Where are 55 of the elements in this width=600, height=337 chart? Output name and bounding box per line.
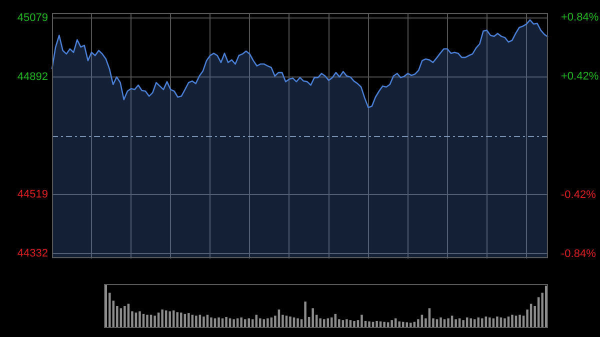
bar bbox=[346, 319, 348, 328]
bar bbox=[398, 321, 400, 328]
bar bbox=[154, 316, 156, 328]
y-tick-label: 45079 bbox=[17, 12, 48, 24]
bar bbox=[410, 322, 412, 328]
bar bbox=[390, 320, 393, 328]
bar bbox=[180, 312, 182, 328]
bar bbox=[188, 313, 190, 328]
bar bbox=[312, 308, 314, 328]
bar bbox=[417, 319, 420, 328]
bar bbox=[210, 317, 212, 328]
bar bbox=[504, 318, 506, 328]
bar bbox=[376, 320, 378, 328]
bar bbox=[518, 314, 521, 328]
bar bbox=[248, 318, 250, 328]
bar bbox=[138, 311, 141, 328]
bar bbox=[252, 319, 254, 328]
bar bbox=[511, 314, 514, 328]
bar bbox=[462, 320, 464, 328]
y-tick-label: 44332 bbox=[17, 247, 48, 260]
bar bbox=[259, 318, 262, 328]
bar bbox=[481, 318, 484, 328]
bar bbox=[488, 317, 491, 328]
bar bbox=[289, 316, 292, 328]
bar bbox=[368, 321, 370, 328]
bar bbox=[319, 318, 322, 328]
bar bbox=[195, 316, 198, 328]
bar bbox=[496, 316, 498, 328]
y-tick-label: 44892 bbox=[17, 70, 48, 83]
bar bbox=[232, 319, 235, 328]
bar bbox=[240, 317, 242, 328]
bar bbox=[146, 314, 148, 328]
bar bbox=[454, 319, 457, 328]
bar bbox=[161, 310, 164, 328]
y2-tick-label: -0.84% bbox=[561, 248, 596, 260]
y2-tick-label: +0.42% bbox=[561, 70, 599, 83]
bar bbox=[218, 317, 220, 328]
bar bbox=[266, 318, 269, 328]
bar bbox=[176, 312, 178, 328]
bar bbox=[202, 316, 205, 328]
y2-tick-label: -0.42% bbox=[561, 188, 596, 201]
y-tick-label: 44519 bbox=[17, 188, 48, 200]
bar bbox=[330, 317, 333, 328]
bar bbox=[474, 319, 476, 328]
bar bbox=[124, 306, 126, 328]
bar bbox=[225, 317, 228, 328]
bar bbox=[470, 318, 472, 328]
bar bbox=[353, 320, 356, 328]
bar bbox=[447, 318, 450, 328]
bar bbox=[168, 311, 171, 328]
bar bbox=[304, 302, 306, 328]
bar bbox=[440, 317, 442, 328]
bar bbox=[360, 314, 363, 328]
bar bbox=[296, 318, 299, 328]
y2-tick-label: +0.84% bbox=[561, 11, 599, 24]
